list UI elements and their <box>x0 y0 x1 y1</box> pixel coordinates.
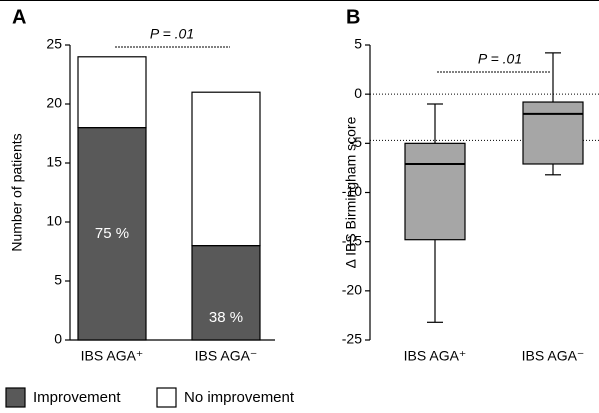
y-tick-label: -20 <box>342 282 362 298</box>
bar-segment <box>77 126 147 341</box>
legend-swatch <box>5 387 26 408</box>
legend-label: Improvement <box>33 389 121 406</box>
bar-segment <box>191 91 261 247</box>
x-tick-label: IBS AGA⁺ <box>81 348 144 364</box>
y-tick-label: -25 <box>342 331 362 347</box>
segment-label: 38 % <box>209 309 243 326</box>
bar-segment <box>191 245 261 341</box>
bar-segment <box>77 56 147 129</box>
segment-label: 75 % <box>95 225 129 242</box>
x-tick-label: IBS AGA⁻ <box>195 348 258 364</box>
y-axis-label: Number of patients <box>9 133 25 251</box>
y-axis-label: Δ IBS Birmingham score <box>343 116 359 268</box>
y-tick-label: 10 <box>46 213 62 229</box>
annotation: P = .01 <box>150 26 194 42</box>
y-tick-label: 0 <box>354 85 362 101</box>
y-tick-label: 5 <box>54 272 62 288</box>
legend-swatch <box>156 387 177 408</box>
annotation: P = .01 <box>478 51 522 67</box>
y-tick-label: 5 <box>354 36 362 52</box>
box <box>404 142 466 241</box>
y-tick-label: 25 <box>46 36 62 52</box>
x-tick-label: IBS AGA⁻ <box>522 348 585 364</box>
box <box>522 101 584 165</box>
y-tick-label: -5 <box>350 134 363 150</box>
panel-label: B <box>346 6 360 28</box>
panel-label: A <box>12 6 26 28</box>
y-tick-label: 15 <box>46 154 62 170</box>
x-tick-label: IBS AGA⁺ <box>404 348 467 364</box>
y-tick-label: 20 <box>46 95 62 111</box>
legend-label: No improvement <box>184 389 295 406</box>
y-tick-label: 0 <box>54 331 62 347</box>
y-tick-label: -15 <box>342 232 362 248</box>
y-tick-label: -10 <box>342 183 362 199</box>
